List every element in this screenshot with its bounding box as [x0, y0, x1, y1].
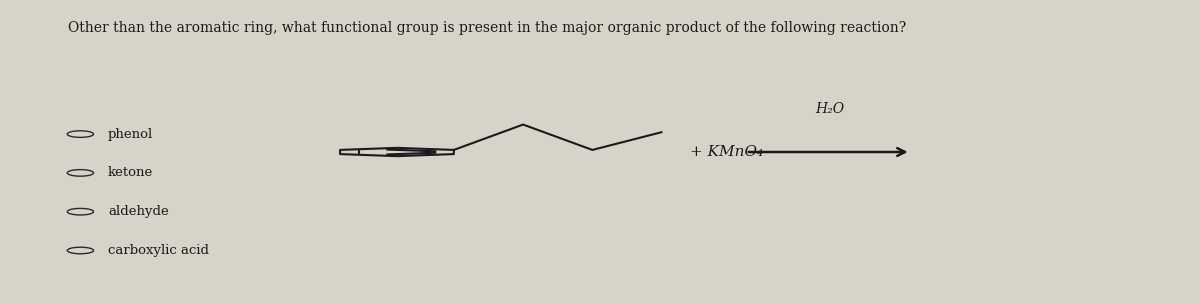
Text: aldehyde: aldehyde: [108, 205, 169, 218]
Text: carboxylic acid: carboxylic acid: [108, 244, 209, 257]
Text: + KMnO₄: + KMnO₄: [690, 145, 763, 159]
Text: Other than the aromatic ring, what functional group is present in the major orga: Other than the aromatic ring, what funct…: [68, 21, 907, 35]
Text: ketone: ketone: [108, 166, 154, 179]
Text: H₂O: H₂O: [815, 102, 844, 116]
Text: phenol: phenol: [108, 128, 154, 140]
